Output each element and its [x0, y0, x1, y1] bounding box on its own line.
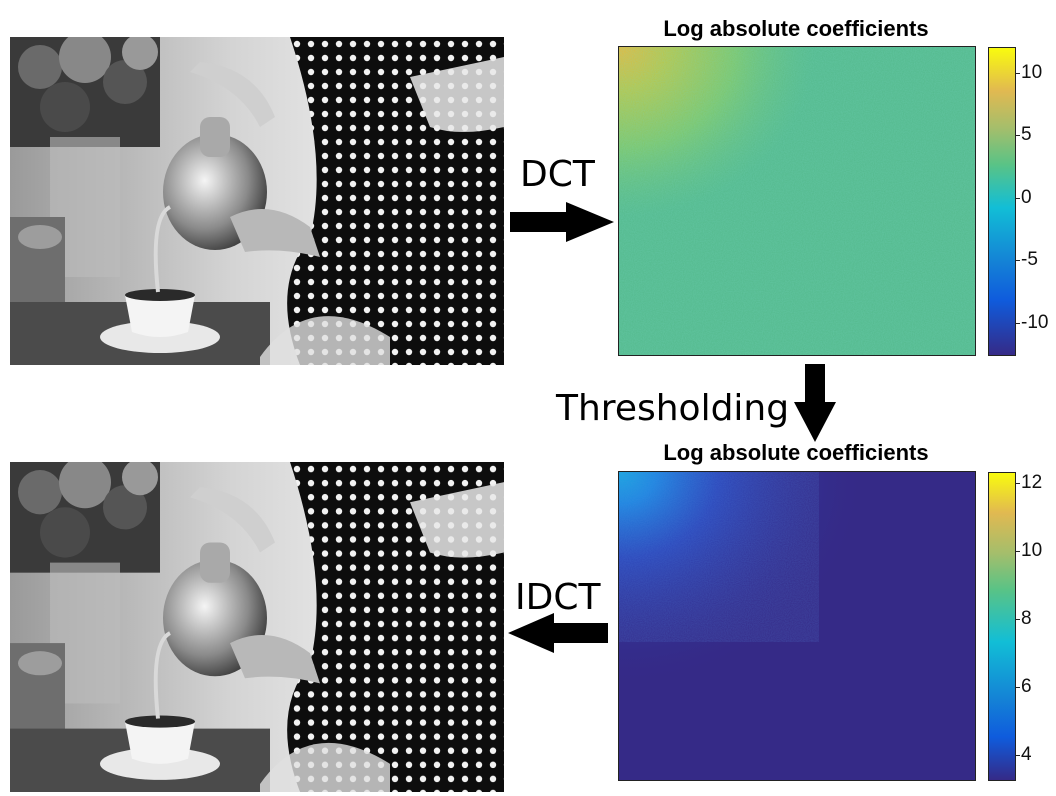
bottom-colorbar-tick-mark	[1015, 551, 1020, 553]
top-heatmap	[618, 46, 976, 356]
top-colorbar-tick-mark	[1015, 197, 1020, 199]
top-colorbar	[988, 47, 1016, 356]
thresholding-label: Thresholding	[556, 388, 790, 429]
top-colorbar-tick-mark	[1015, 260, 1020, 262]
top-colorbar-tick-mark	[1015, 135, 1020, 137]
bottom-plot-title: Log absolute coefficients	[663, 440, 929, 465]
bottom-colorbar-tick-label: 10	[1021, 540, 1043, 562]
idct-label: IDCT	[515, 577, 601, 618]
reconstructed-photo	[10, 462, 504, 792]
original-photo	[10, 37, 504, 365]
top-colorbar-tick-label: 10	[1021, 61, 1043, 83]
dct-arrow	[510, 202, 614, 242]
bottom-colorbar-tick-mark	[1015, 619, 1020, 621]
top-colorbar-tick-label: 5	[1021, 124, 1032, 146]
dct-label: DCT	[520, 154, 595, 195]
bottom-colorbar-tick-label: 6	[1021, 676, 1032, 698]
top-colorbar-tick-label: 0	[1021, 186, 1032, 208]
bottom-heatmap	[618, 471, 976, 781]
top-colorbar-tick-label: -5	[1021, 249, 1038, 271]
bottom-colorbar-tick-mark	[1015, 483, 1020, 485]
bottom-colorbar-tick-label: 12	[1021, 472, 1043, 494]
bottom-colorbar-tick-mark	[1015, 755, 1020, 757]
top-colorbar-tick-mark	[1015, 322, 1020, 324]
bottom-colorbar-tick-label: 4	[1021, 744, 1032, 766]
bottom-colorbar	[988, 472, 1016, 781]
top-colorbar-tick-label: -10	[1021, 311, 1049, 333]
top-colorbar-tick-mark	[1015, 72, 1020, 74]
bottom-colorbar-tick-mark	[1015, 687, 1020, 689]
idct-arrow	[508, 613, 608, 653]
top-plot-title: Log absolute coefficients	[663, 16, 929, 41]
bottom-colorbar-tick-label: 8	[1021, 608, 1032, 630]
thresholding-arrow	[794, 364, 836, 442]
